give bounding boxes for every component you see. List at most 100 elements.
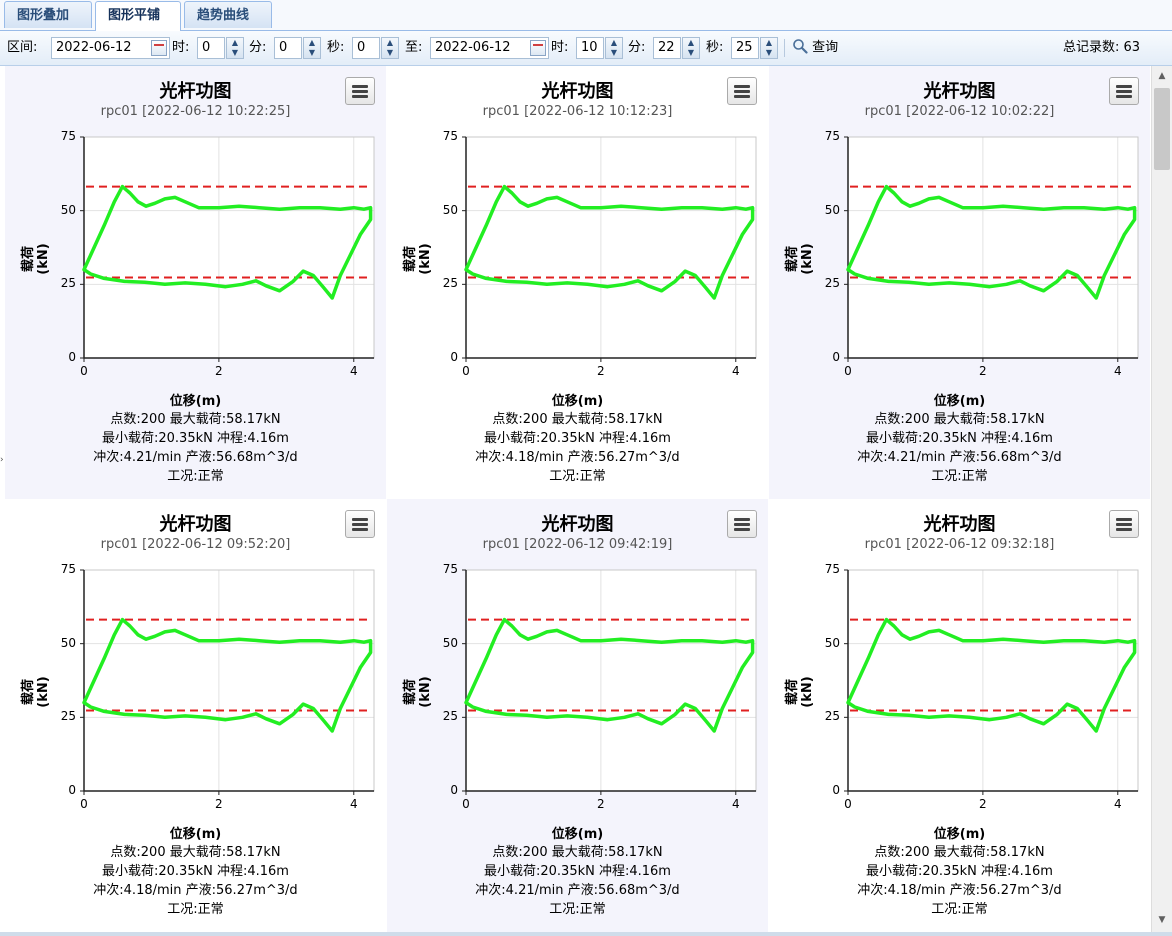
y-tick-label: 0	[68, 350, 76, 364]
min-load-stroke: 最小载荷:20.35kN 冲程:4.16m	[102, 864, 289, 879]
y-tick-label: 0	[832, 350, 840, 364]
end-second-label: 秒:	[706, 40, 724, 55]
vertical-scrollbar[interactable]: ▲ ▼	[1151, 66, 1172, 932]
calendar-icon[interactable]	[530, 40, 546, 56]
point-count-max-load: 点数:200 最大载荷:58.17kN	[492, 412, 663, 427]
working-condition: 工况:正常	[931, 902, 988, 917]
min-load-stroke: 最小载荷:20.35kN 冲程:4.16m	[102, 431, 289, 446]
scrollbar-thumb[interactable]	[1154, 88, 1170, 170]
tab-trend-curve[interactable]: 趋势曲线	[184, 1, 272, 28]
start-minute-spinner[interactable]: ▲ ▼	[303, 37, 321, 59]
range-label: 区间:	[7, 40, 38, 55]
y-axis-label: 载荷(kN)	[403, 676, 433, 708]
hamburger-menu-icon	[734, 85, 750, 88]
x-tick-label: 2	[597, 364, 605, 378]
y-tick-label: 25	[60, 709, 76, 724]
start-date-field[interactable]: 2022-06-12	[51, 37, 170, 59]
end-hour-field[interactable]: 10	[576, 37, 604, 59]
bottom-border	[0, 932, 1172, 936]
load-displacement-curve	[464, 184, 755, 300]
y-tick-label: 0	[450, 350, 458, 364]
load-displacement-curve	[846, 617, 1137, 733]
chart-menu-button[interactable]	[1109, 77, 1139, 105]
chart-menu-button[interactable]	[345, 510, 375, 538]
y-axis-label: 载荷(kN)	[785, 243, 815, 275]
dynamometer-chart	[844, 136, 1139, 362]
spin-up-icon: ▲	[610, 38, 618, 47]
filter-toolbar: 区间: 2022-06-12 时: 0 ▲ ▼ 分: 0 ▲ ▼ 秒: 0 ▲ ▼ 至…	[0, 31, 1172, 66]
end-date-field[interactable]: 2022-06-12	[430, 37, 549, 59]
scroll-down-icon[interactable]: ▼	[1158, 915, 1166, 925]
tab-tile[interactable]: 图形平铺	[95, 1, 181, 31]
chart-subtitle: rpc01 [2022-06-12 10:12:23]	[482, 104, 673, 119]
plot-area	[848, 570, 1138, 791]
y-tick-label: 25	[442, 709, 458, 724]
x-tick-label: 2	[215, 797, 223, 811]
start-second-field[interactable]: 0	[352, 37, 380, 59]
search-icon	[793, 39, 808, 54]
collapse-handle-icon[interactable]: ›	[0, 455, 4, 465]
end-second-field[interactable]: 25	[731, 37, 759, 59]
x-axis-label: 位移(m)	[169, 827, 222, 842]
x-tick-label: 2	[597, 797, 605, 811]
y-tick-label: 0	[832, 783, 840, 797]
spin-up-icon: ▲	[308, 38, 316, 47]
end-minute-field[interactable]: 22	[653, 37, 681, 59]
start-minute-field[interactable]: 0	[274, 37, 302, 59]
query-button[interactable]: 查询	[792, 31, 838, 65]
spin-down-icon: ▼	[687, 48, 695, 57]
x-tick-label: 0	[462, 364, 470, 378]
end-hour-spinner[interactable]: ▲ ▼	[605, 37, 623, 59]
start-second-spinner[interactable]: ▲ ▼	[381, 37, 399, 59]
working-condition: 工况:正常	[167, 469, 224, 484]
point-count-max-load: 点数:200 最大载荷:58.17kN	[874, 412, 1045, 427]
plot-area	[84, 137, 374, 358]
chart-title: 光杆功图	[923, 81, 996, 102]
y-tick-label: 50	[60, 202, 76, 217]
chart-menu-button[interactable]	[727, 510, 757, 538]
end-second-spinner[interactable]: ▲ ▼	[760, 37, 778, 59]
dynamometer-chart	[80, 136, 375, 362]
stroke-rate-production: 冲次:4.21/min 产液:56.68m^3/d	[475, 883, 680, 898]
x-tick-label: 0	[462, 797, 470, 811]
end-minute-spinner[interactable]: ▲ ▼	[682, 37, 700, 59]
tab-overlay[interactable]: 图形叠加	[4, 1, 92, 28]
hamburger-menu-icon	[1116, 523, 1132, 526]
point-count-max-load: 点数:200 最大载荷:58.17kN	[110, 845, 281, 860]
y-tick-label: 0	[68, 783, 76, 797]
hamburger-menu-icon	[734, 518, 750, 521]
x-tick-label: 0	[844, 797, 852, 811]
load-displacement-curve	[82, 617, 373, 733]
min-load-stroke: 最小载荷:20.35kN 冲程:4.16m	[866, 864, 1053, 879]
x-axis-label: 位移(m)	[551, 827, 604, 842]
start-hour-spinner[interactable]: ▲ ▼	[226, 37, 244, 59]
start-date-value: 2022-06-12	[56, 40, 132, 55]
spin-down-icon: ▼	[386, 48, 394, 57]
y-tick-label: 75	[824, 129, 840, 143]
y-tick-label: 75	[442, 562, 458, 576]
chart-menu-button[interactable]	[345, 77, 375, 105]
chart-menu-button[interactable]	[1109, 510, 1139, 538]
y-tick-label: 25	[60, 276, 76, 291]
spin-down-icon: ▼	[765, 48, 773, 57]
working-condition: 工况:正常	[167, 902, 224, 917]
scroll-up-icon[interactable]: ▲	[1158, 71, 1166, 81]
y-tick-label: 0	[450, 783, 458, 797]
hamburger-menu-icon	[352, 90, 368, 93]
chart-menu-button[interactable]	[727, 77, 757, 105]
start-hour-field[interactable]: 0	[197, 37, 225, 59]
hamburger-menu-icon	[1116, 85, 1132, 88]
spin-up-icon: ▲	[231, 38, 239, 47]
hamburger-menu-icon	[352, 518, 368, 521]
hamburger-menu-icon	[352, 85, 368, 88]
chart-title: 光杆功图	[541, 514, 614, 535]
x-axis-label: 位移(m)	[169, 394, 222, 409]
spin-down-icon: ▼	[308, 48, 316, 57]
stroke-rate-production: 冲次:4.21/min 产液:56.68m^3/d	[857, 450, 1062, 465]
y-tick-label: 50	[60, 635, 76, 650]
calendar-icon[interactable]	[151, 40, 167, 56]
toolbar-separator	[784, 39, 785, 57]
hamburger-menu-icon	[1116, 518, 1132, 521]
x-tick-label: 0	[80, 797, 88, 811]
x-tick-label: 4	[731, 797, 740, 811]
